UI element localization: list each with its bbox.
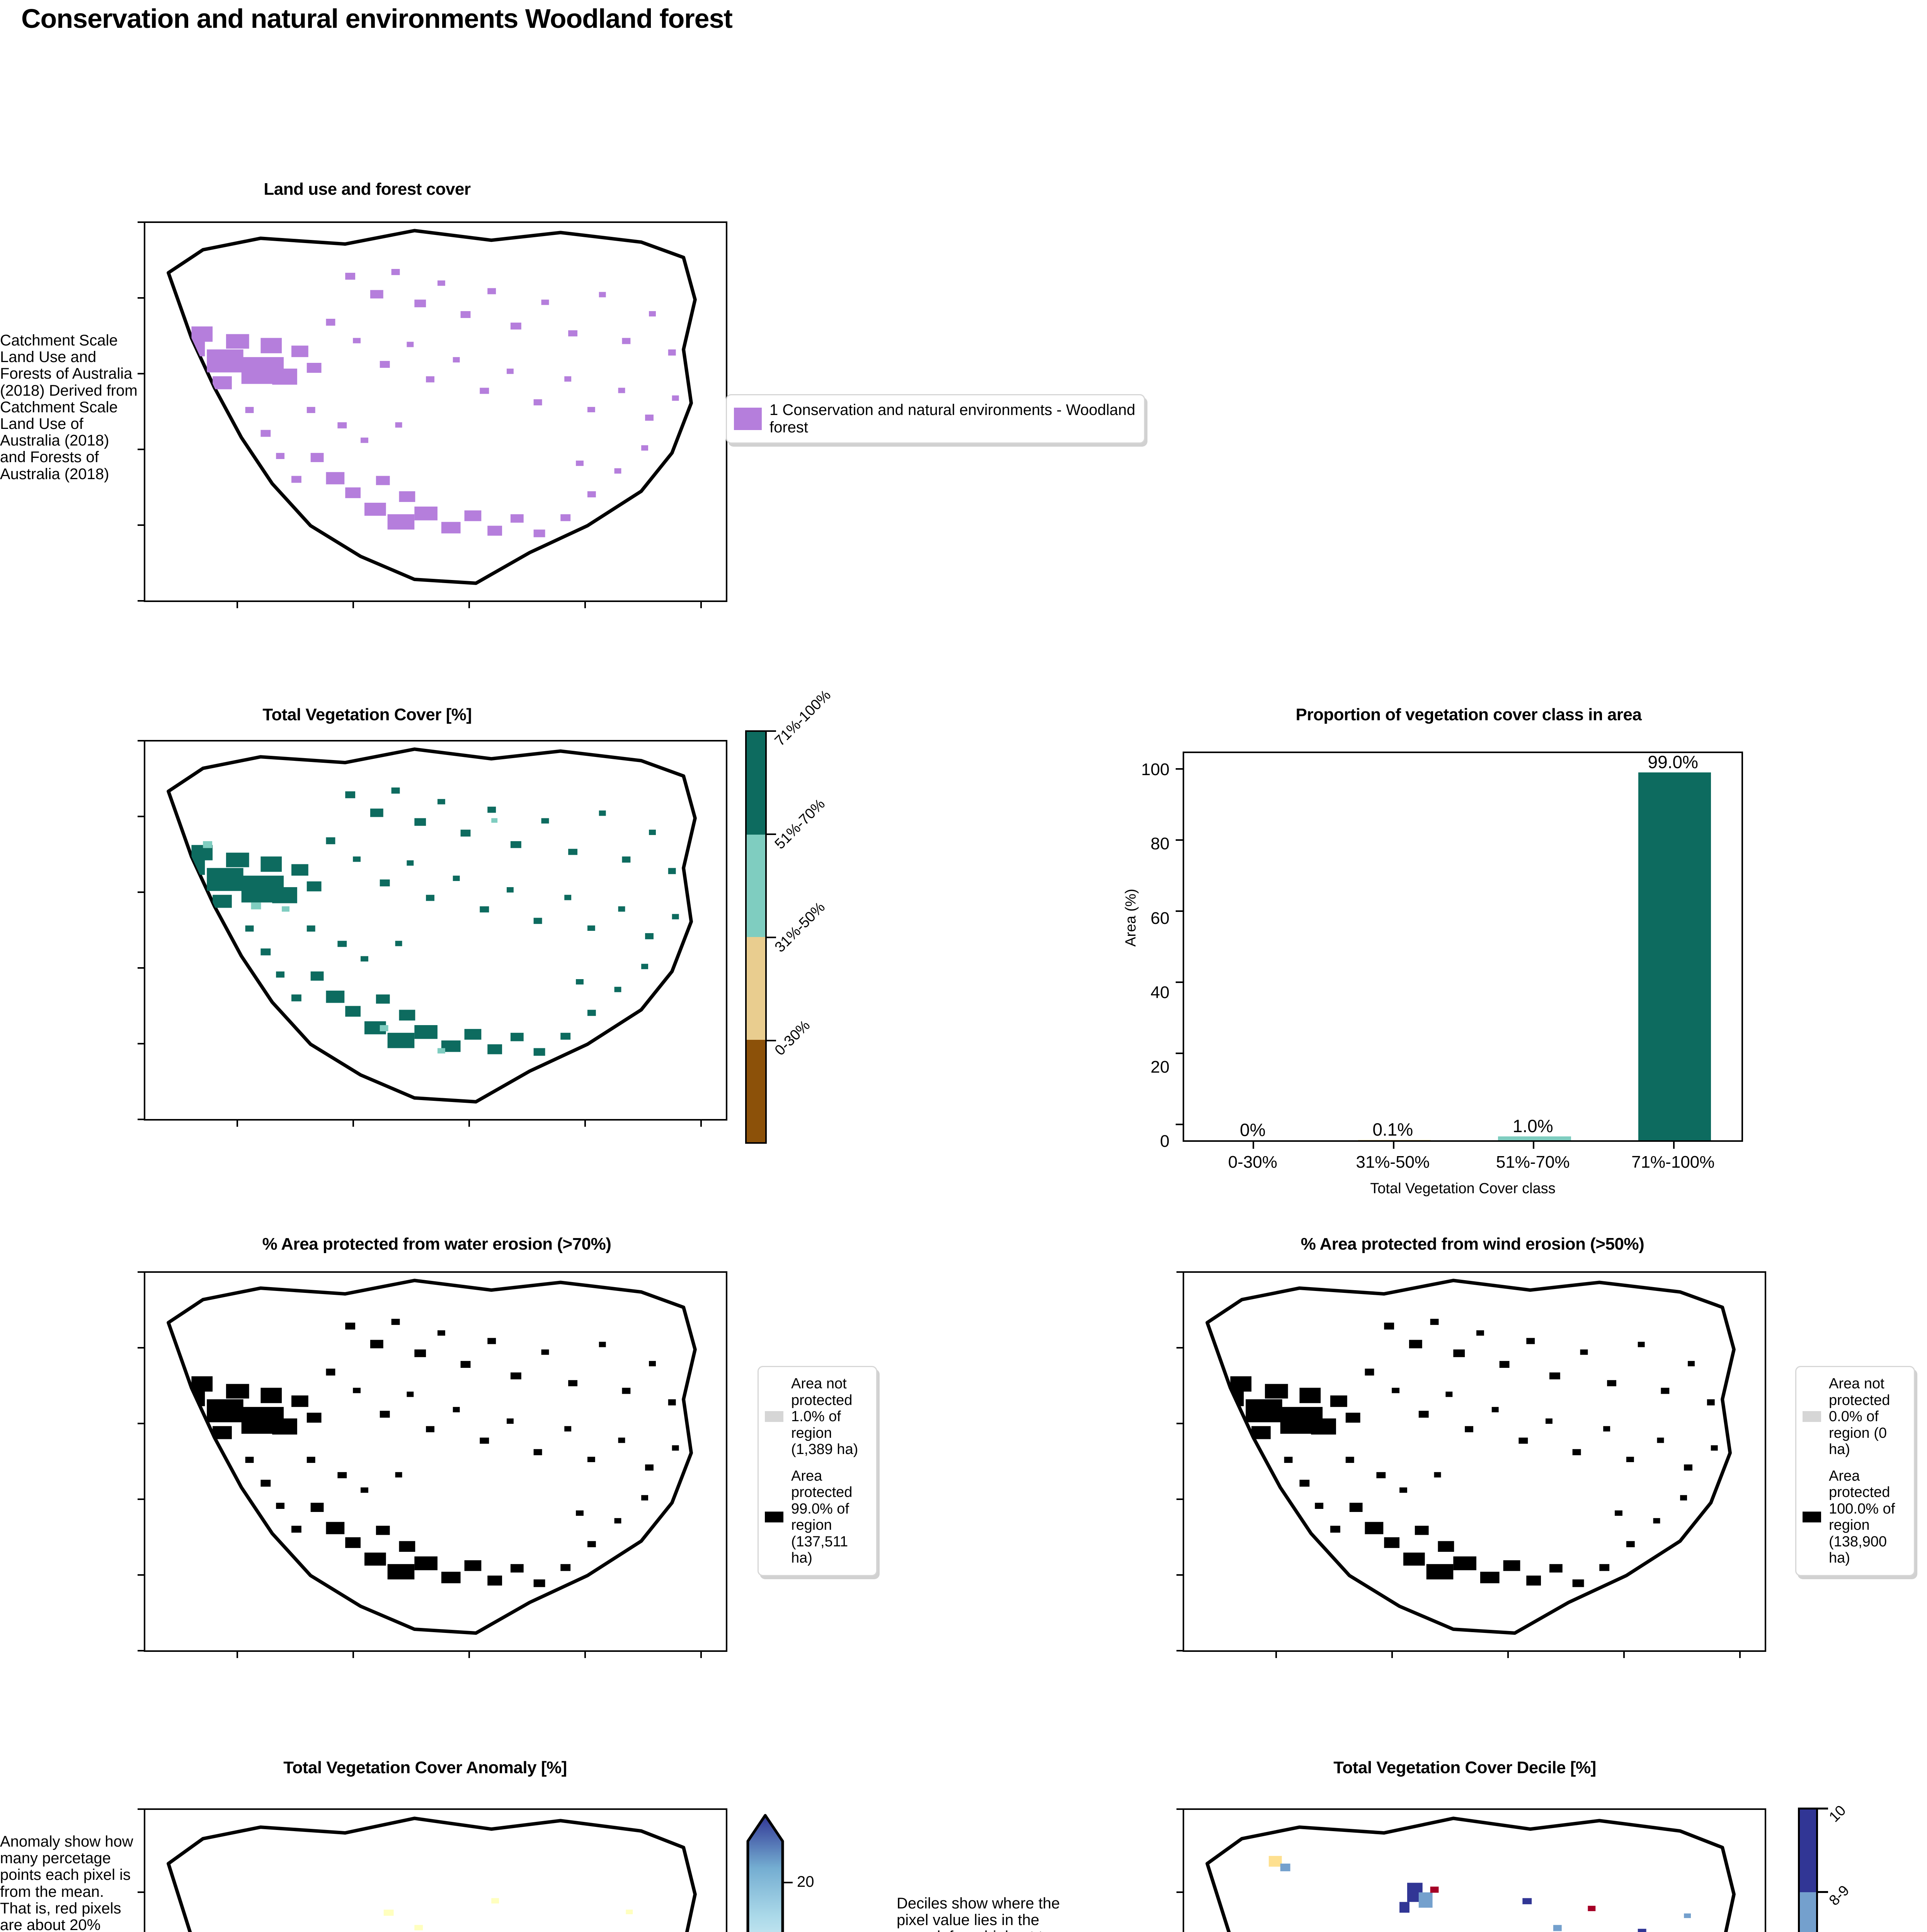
water-erosion-legend[interactable]: Area not protected 1.0% of region (1,389… <box>758 1366 877 1577</box>
bar-chart-xtick-2 <box>1533 1142 1535 1149</box>
not-protected-label: Area not protected 0.0% of region (0 ha) <box>1829 1376 1890 1458</box>
decile-segment-10 <box>1800 1810 1816 1893</box>
protected-label: Area protected 99.0% of region (137,511 … <box>791 1468 853 1566</box>
decile-segment-8-9 <box>1800 1892 1816 1932</box>
legend-item-protected: Area protected 99.0% of region (137,511 … <box>765 1468 870 1566</box>
bar-chart[interactable]: 0 20 40 60 80 100 0-30% 31%-50% 51%-70% 71%-100%… <box>1141 752 1743 1172</box>
wind-erosion-panel-title: % Area protected from wind erosion (>50%… <box>1301 1235 1644 1253</box>
protected-swatch <box>765 1512 783 1523</box>
protected-label: Area protected 100.0% of region (138,900… <box>1829 1468 1895 1566</box>
bar-chart-plot-area <box>1183 752 1743 1142</box>
bar-chart-xtick-label-2: 51%-70% <box>1496 1153 1570 1172</box>
legend-item-not-protected: Area not protected 0.0% of region (0 ha) <box>1803 1376 1908 1458</box>
bar-chart-xtick-1 <box>1392 1142 1394 1149</box>
bar-chart-xtick-3 <box>1673 1142 1675 1149</box>
veg-cover-colorbar-label-31-50: 31%-50% <box>771 899 829 956</box>
bar-value-label-1: 0.1% <box>1372 1119 1413 1140</box>
bar-chart-xtick-label-3: 71%-100% <box>1631 1153 1715 1172</box>
decile-panel-title: Total Vegetation Cover Decile [%] <box>1333 1758 1596 1777</box>
colorbar-segment-0-30 <box>747 1039 765 1142</box>
bar-chart-ytick-label-0: 0 <box>1160 1132 1169 1151</box>
bar-value-label-2: 1.0% <box>1512 1116 1553 1136</box>
bar-chart-xtick-0 <box>1253 1142 1255 1149</box>
bar-chart-ytick-label-60: 60 <box>1151 908 1169 928</box>
bar-chart-ytick-label-40: 40 <box>1151 983 1169 1002</box>
bar-chart-ytick-label-20: 20 <box>1151 1057 1169 1077</box>
decile-colorbar-label-8-9: 8-9 <box>1826 1882 1853 1909</box>
anomaly-colorbar-ticks <box>783 1812 793 1932</box>
wind-erosion-legend[interactable]: Area not protected 0.0% of region (0 ha)… <box>1795 1366 1915 1577</box>
anomaly-map[interactable] <box>144 1808 727 1932</box>
not-protected-swatch <box>1803 1411 1821 1422</box>
veg-cover-panel-title: Total Vegetation Cover [%] <box>262 705 472 724</box>
decile-colorbar-ticks <box>1818 1808 1828 1932</box>
bar-chart-xlabel: Total Vegetation Cover class <box>1370 1180 1556 1197</box>
bar-value-label-0: 0% <box>1240 1120 1266 1140</box>
decile-note: Deciles show where the pixel value lies … <box>897 1895 1060 1932</box>
protected-swatch <box>1803 1512 1821 1523</box>
veg-cover-map[interactable] <box>144 740 727 1121</box>
land-use-source-note: Catchment Scale Land Use and Forests of … <box>0 332 138 483</box>
decile-colorbar[interactable] <box>1798 1808 1818 1932</box>
bar-chart-ylabel: Area (%) <box>1123 889 1139 947</box>
bar-chart-title: Proportion of vegetation cover class in … <box>1295 705 1642 724</box>
bar-chart-ytick-label-80: 80 <box>1151 834 1169 854</box>
anomaly-colorbar[interactable] <box>744 1812 790 1932</box>
water-erosion-panel-title: % Area protected from water erosion (>70… <box>262 1235 611 1253</box>
decile-colorbar-label-10: 10 <box>1826 1802 1849 1825</box>
water-erosion-map[interactable] <box>144 1271 727 1652</box>
land-use-panel-title: Land use and forest cover <box>264 180 471 199</box>
bar-value-label-3: 99.0% <box>1648 752 1698 772</box>
legend-item-not-protected: Area not protected 1.0% of region (1,389… <box>765 1376 870 1458</box>
land-use-legend-label: 1 Conservation and natural environments … <box>769 401 1135 436</box>
bar-2[interactable] <box>1498 1136 1571 1140</box>
anomaly-colorbar-label-20: 20 <box>797 1873 814 1890</box>
land-use-legend-swatch <box>734 407 762 430</box>
bar-chart-ytick-label-100: 100 <box>1141 760 1169 779</box>
legend-item-protected: Area protected 100.0% of region (138,900… <box>1803 1468 1908 1566</box>
veg-cover-colorbar-ticks <box>767 730 776 1144</box>
anomaly-panel-title: Total Vegetation Cover Anomaly [%] <box>283 1758 567 1777</box>
veg-cover-colorbar-label-0-30: 0-30% <box>771 1017 814 1059</box>
bar-3[interactable] <box>1638 772 1711 1140</box>
bar-chart-y-ticks <box>1176 752 1183 1142</box>
bar-chart-xtick-label-0: 0-30% <box>1228 1153 1277 1172</box>
decile-map[interactable] <box>1183 1808 1766 1932</box>
veg-cover-colorbar-label-71-100: 71%-100% <box>771 687 834 749</box>
land-use-legend[interactable]: 1 Conservation and natural environments … <box>726 394 1145 444</box>
veg-cover-colorbar-label-51-70: 51%-70% <box>771 796 829 852</box>
anomaly-note: Anomaly show how many percetage points e… <box>0 1833 133 1932</box>
legend-item: 1 Conservation and natural environments … <box>734 401 1137 436</box>
not-protected-label: Area not protected 1.0% of region (1,389… <box>791 1376 858 1458</box>
veg-cover-colorbar[interactable] <box>745 730 767 1144</box>
wind-erosion-map[interactable] <box>1183 1271 1766 1652</box>
not-protected-swatch <box>765 1411 783 1422</box>
colorbar-segment-31-50 <box>747 937 765 1040</box>
land-use-map[interactable] <box>144 221 727 602</box>
page-title: Conservation and natural environments Wo… <box>21 3 733 34</box>
bar-chart-xtick-label-1: 31%-50% <box>1356 1153 1430 1172</box>
colorbar-segment-51-70 <box>747 834 765 937</box>
colorbar-segment-71-100 <box>747 732 765 835</box>
